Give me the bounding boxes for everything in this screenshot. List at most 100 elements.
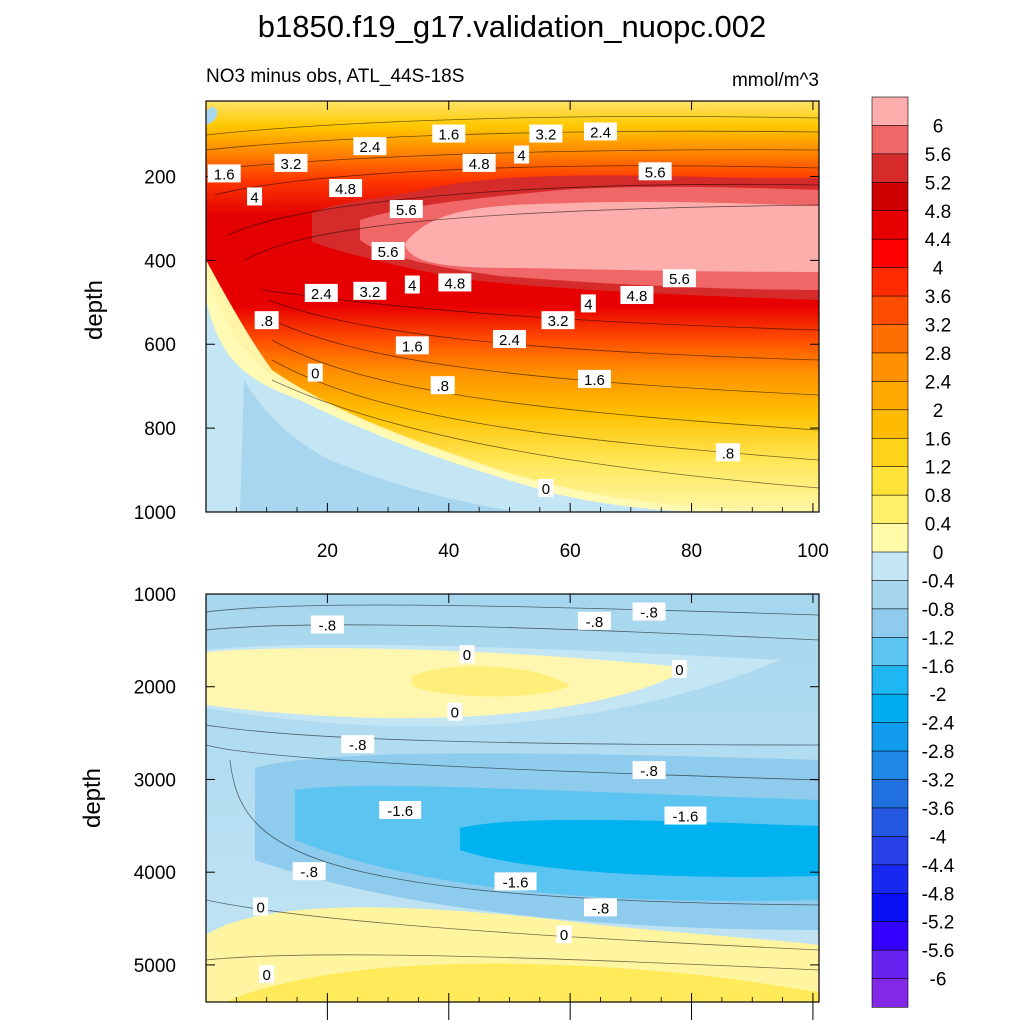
colorbar-label: 0 [933, 543, 944, 564]
contour-label-bg [492, 330, 526, 349]
y-tick-label: 5000 [134, 956, 176, 977]
colorbar-swatch [871, 665, 909, 695]
contour-label: 5.6 [378, 244, 399, 261]
lower-ticks: 1000 2000 3000 4000 5000 [134, 585, 819, 1020]
colorbar-swatch [871, 523, 909, 553]
contour-label-bg [292, 862, 326, 881]
colorbar-swatch [871, 466, 909, 496]
contour-label-bg [310, 615, 344, 634]
colorbar-label: -1.6 [922, 657, 955, 678]
contour-label-bg [664, 806, 707, 825]
contour-label: 5.6 [645, 164, 666, 181]
contour-label-bg [432, 124, 466, 143]
colorbar-label: 2.4 [925, 372, 952, 393]
contour-label: 0 [451, 705, 459, 722]
colorbar-label: -3.6 [922, 799, 955, 820]
upper-plot-frame [205, 100, 820, 513]
colorbar-swatch [871, 949, 909, 980]
colorbar-label: -5.6 [922, 941, 955, 962]
colorbar-label: -6 [930, 970, 947, 991]
x-tick-label: 80 [681, 541, 702, 562]
colorbar-swatch [871, 494, 909, 525]
contour-label: .8 [260, 313, 273, 330]
contour-label-bg [247, 187, 263, 206]
contour-label-bg [253, 897, 269, 916]
colorbar-swatch [871, 352, 909, 382]
contour-label: 2.4 [311, 286, 332, 303]
contour-label-bg [395, 336, 429, 355]
colorbar-label: -4.4 [922, 856, 955, 877]
contour-label: 3.2 [548, 313, 569, 330]
colorbar-swatch [871, 978, 909, 1008]
colorbar-swatch [871, 608, 909, 638]
contour-label: 4.8 [469, 156, 490, 173]
contour-label: 4 [517, 148, 525, 165]
contour-label-bg [389, 200, 423, 219]
y-tick-label: 400 [144, 251, 176, 272]
colorbar-label: 5.6 [925, 145, 951, 166]
colorbar-swatch [871, 437, 909, 468]
colorbar-label: -3.2 [922, 771, 955, 792]
units-label: mmol/m^3 [732, 70, 819, 91]
colorbar-swatch [871, 921, 909, 951]
colorbar-label: 2 [933, 401, 944, 422]
contour-label: -1.6 [387, 803, 413, 820]
upper-contour-labels: 2.41.6 3.2 2.43.24.84.8 45.61.645.65.65.62.… [207, 122, 740, 498]
contour-label: 0 [263, 967, 271, 984]
colorbar-label: -0.4 [922, 571, 955, 592]
contour-label-bg [254, 311, 279, 330]
contour-label: 4.8 [335, 181, 356, 198]
colorbar-swatch [871, 637, 909, 667]
colorbar-swatch [871, 551, 909, 582]
colorbar-swatch [871, 836, 909, 866]
y-tick-label: 3000 [134, 770, 176, 791]
contour-label: 0 [256, 899, 264, 916]
contour-label: 2.4 [359, 139, 380, 156]
contour-label: -.8 [349, 737, 367, 754]
contour-label: 2.4 [499, 332, 520, 349]
contour-label: -.8 [300, 864, 318, 881]
colorbar-label: -2.8 [922, 742, 955, 763]
colorbar-swatch [871, 779, 909, 809]
x-tick-label: 20 [317, 541, 338, 562]
colorbar-label: 1.2 [925, 458, 951, 479]
colorbar-label: -1.2 [922, 628, 955, 649]
colorbar-label: -0.8 [922, 600, 955, 621]
contour-label: 4.8 [626, 288, 647, 305]
colorbar-label: 4.8 [925, 202, 951, 223]
colorbar-label: 4 [933, 259, 944, 280]
colorbar-swatch [871, 210, 909, 240]
contour-label: 4.8 [444, 275, 465, 292]
colorbar-label: 3.2 [925, 316, 951, 337]
contour-label-bg [538, 478, 554, 497]
lower-contour-field [206, 594, 819, 1002]
colorbar-label: -2 [930, 685, 947, 706]
colorbar-swatch [871, 182, 909, 212]
contour-label: 0 [560, 927, 568, 944]
y-tick-label: 600 [144, 335, 176, 356]
contour-label-bg [529, 124, 563, 143]
contour-label-bg [447, 702, 463, 721]
contour-label-bg [577, 369, 611, 388]
contour-label-bg [341, 735, 375, 754]
colorbar-swatch [871, 125, 909, 155]
contour-label: 1.6 [214, 166, 235, 183]
contour-label-bg [620, 286, 654, 305]
colorbar-swatch [871, 238, 909, 269]
colorbar-label: 3.6 [925, 287, 951, 308]
upper-panel: NO3 minus obs, ATL_44S-18S mmol/m^3 [81, 66, 829, 562]
contour-label-bg [632, 602, 666, 621]
colorbar-label: 0.8 [925, 486, 951, 507]
colorbar-label: 5.2 [925, 173, 951, 194]
contour-label-bg [494, 872, 537, 891]
contour-label: .8 [722, 445, 735, 462]
contour-label-bg [580, 294, 596, 313]
upper-ylabel: depth [81, 280, 108, 340]
contour-label: 0 [675, 662, 683, 679]
colorbar-label: 6 [933, 116, 944, 137]
contour-label-bg [459, 645, 475, 664]
colorbar-swatch [871, 807, 909, 837]
colorbar-label: 1.6 [925, 429, 951, 450]
